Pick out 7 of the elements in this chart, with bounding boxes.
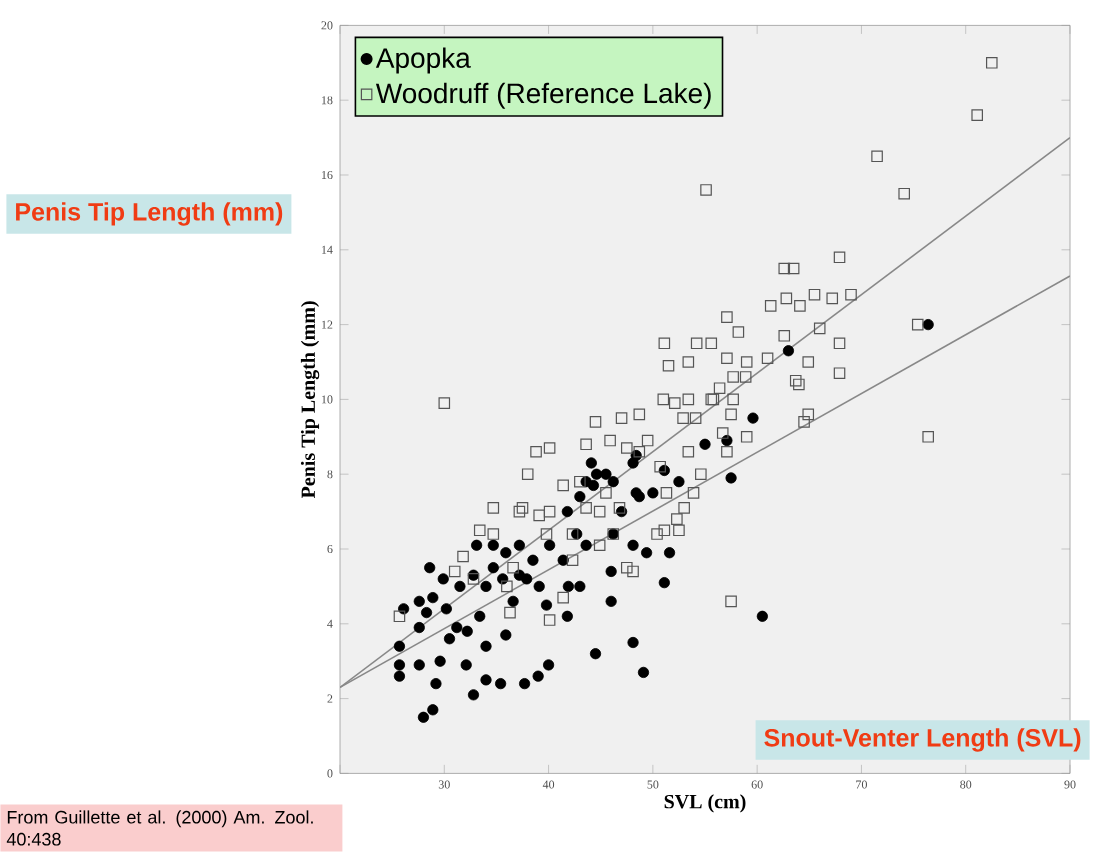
legend-label: Woodruff (Reference Lake) xyxy=(375,82,711,109)
annotation: Snout-Venter Length (SVL) xyxy=(764,728,1081,752)
legend-label: Apopka xyxy=(375,47,471,74)
text: From Guillette et al. (2000) Am. Zool. 40:438 xyxy=(6,810,313,846)
x-axis-title: SVL (cm) xyxy=(664,794,746,813)
text: Penis Tip Length (mm) xyxy=(16,202,283,226)
y-axis-title: Penis Tip Length (mm) xyxy=(300,301,320,499)
